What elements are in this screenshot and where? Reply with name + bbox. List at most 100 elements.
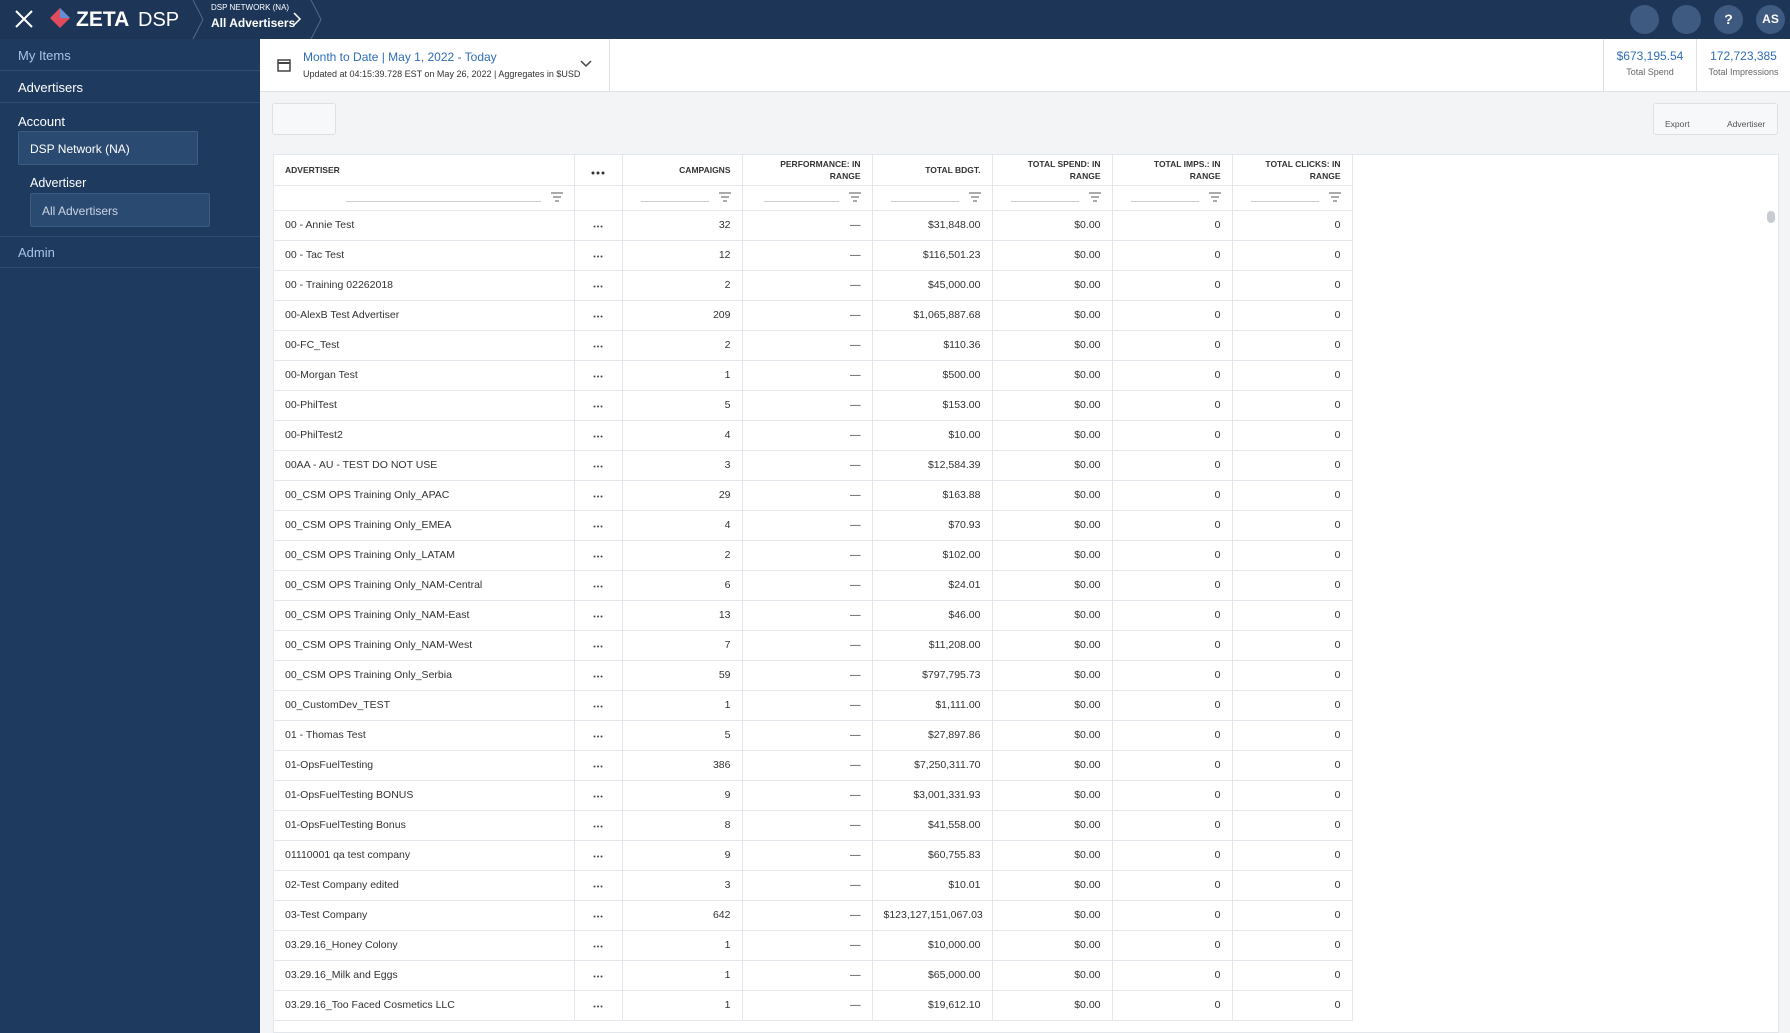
filter-input[interactable] (763, 190, 839, 202)
cell: 0 (1112, 420, 1233, 451)
column-header[interactable]: ADVERTISER (274, 155, 575, 186)
cell[interactable]: 00_CSM OPS Training Only_EMEA (274, 510, 575, 541)
filter-input[interactable] (890, 190, 959, 202)
column-header[interactable]: TOTAL SPEND: IN RANGE (992, 155, 1113, 186)
row-menu[interactable] (574, 690, 623, 721)
cell: $46.00 (872, 600, 993, 631)
scrollbar[interactable] (1767, 211, 1775, 223)
row-menu[interactable] (574, 240, 623, 271)
cell[interactable]: 00-AlexB Test Advertiser (274, 300, 575, 331)
cell[interactable]: 00 - Annie Test (274, 210, 575, 241)
filter-input[interactable] (640, 190, 709, 202)
row-menu[interactable] (574, 660, 623, 691)
row-menu[interactable] (574, 900, 623, 931)
column-header[interactable]: TOTAL IMPS.: IN RANGE (1112, 155, 1233, 186)
row-menu[interactable] (574, 540, 623, 571)
row-menu[interactable] (574, 870, 623, 901)
search[interactable] (1672, 5, 1701, 34)
user-avatar[interactable]: AS (1756, 5, 1785, 34)
row-menu[interactable] (574, 480, 623, 511)
row-menu[interactable] (574, 720, 623, 751)
row-menu[interactable] (574, 450, 623, 481)
product: DSP (138, 9, 180, 31)
row-menu[interactable] (574, 990, 623, 1021)
help[interactable]: ? (1714, 5, 1743, 34)
row-menu[interactable] (574, 330, 623, 361)
cell: 0 (1112, 390, 1233, 421)
nav-item[interactable]: My Items (0, 39, 260, 71)
close-icon[interactable] (14, 9, 34, 29)
cell[interactable]: 00-PhilTest (274, 390, 575, 421)
row-menu[interactable] (574, 930, 623, 961)
breadcrumb[interactable]: All Advertisers (211, 16, 296, 30)
row-menu[interactable] (574, 270, 623, 301)
cell[interactable]: 01-OpsFuelTesting (274, 750, 575, 781)
filter-input[interactable] (1010, 190, 1079, 202)
account-select[interactable]: DSP Network (NA) (18, 131, 198, 165)
cell[interactable]: 00AA - AU - TEST DO NOT USE (274, 450, 575, 481)
cell: 9 (622, 780, 743, 811)
cell[interactable]: 00_CustomDev_TEST (274, 690, 575, 721)
cell[interactable]: 03-Test Company (274, 900, 575, 931)
row-menu[interactable] (574, 780, 623, 811)
row-menu[interactable] (574, 600, 623, 631)
filter-input[interactable] (346, 190, 541, 202)
cell: 0 (1232, 480, 1353, 511)
cell: $123,127,151,067.03 (872, 900, 993, 931)
cell[interactable]: 00_CSM OPS Training Only_Serbia (274, 660, 575, 691)
row-menu[interactable] (574, 210, 623, 241)
cell[interactable]: 03.29.16_Too Faced Cosmetics LLC (274, 990, 575, 1021)
row-menu[interactable] (574, 300, 623, 331)
cell[interactable]: 00-Morgan Test (274, 360, 575, 391)
cell[interactable]: 01110001 qa test company (274, 840, 575, 871)
cell[interactable]: 00_CSM OPS Training Only_NAM-East (274, 600, 575, 631)
cell[interactable]: 00-FC_Test (274, 330, 575, 361)
column-header[interactable]: TOTAL CLICKS: IN RANGE (1232, 155, 1353, 186)
summary-value: 172,723,385 (1710, 49, 1777, 63)
row-menu[interactable] (574, 360, 623, 391)
advertiser-select[interactable]: All Advertisers (30, 193, 210, 227)
cell: 5 (622, 390, 743, 421)
nav-item[interactable]: Advertisers (0, 71, 260, 103)
cell[interactable]: 01-OpsFuelTesting Bonus (274, 810, 575, 841)
cell[interactable]: 03.29.16_Milk and Eggs (274, 960, 575, 991)
cell[interactable]: 00 - Tac Test (274, 240, 575, 271)
date-range[interactable]: Month to Date | May 1, 2022 - Today (303, 50, 497, 64)
cell: $3,001,331.93 (872, 780, 993, 811)
row-menu[interactable] (574, 420, 623, 451)
filter-input[interactable] (1250, 190, 1319, 202)
cell: 0 (1112, 840, 1233, 871)
row-menu[interactable] (574, 840, 623, 871)
column-header[interactable]: CAMPAIGNS (622, 155, 743, 186)
cell[interactable]: 00_CSM OPS Training Only_NAM-Central (274, 570, 575, 601)
column-header[interactable]: TOTAL BDGT. (872, 155, 993, 186)
cell[interactable]: 00_CSM OPS Training Only_NAM-West (274, 630, 575, 661)
row-menu[interactable] (574, 570, 623, 601)
row-menu[interactable] (574, 810, 623, 841)
notifications[interactable] (1630, 5, 1659, 34)
export-button[interactable]: Export (1665, 119, 1690, 129)
cell[interactable]: 03.29.16_Honey Colony (274, 930, 575, 961)
row-menu[interactable] (574, 960, 623, 991)
column-menu[interactable] (574, 155, 623, 186)
dropdown-icon[interactable] (580, 59, 592, 69)
filter-input[interactable] (1130, 190, 1199, 202)
table-row: 00 - Annie Test 32— $31,848.00 $0.00 0 0 (274, 210, 1353, 241)
column-header[interactable]: PERFORMANCE: IN RANGE (742, 155, 873, 186)
cell[interactable]: 01-OpsFuelTesting BONUS (274, 780, 575, 811)
add-advertiser-button[interactable]: Advertiser (1727, 119, 1766, 129)
cell[interactable]: 00 - Training 02262018 (274, 270, 575, 301)
cell[interactable]: 00_CSM OPS Training Only_APAC (274, 480, 575, 511)
row-menu[interactable] (574, 750, 623, 781)
cell[interactable]: 01 - Thomas Test (274, 720, 575, 751)
cell[interactable]: 00-PhilTest2 (274, 420, 575, 451)
cell: — (742, 840, 873, 871)
nav-item[interactable]: Admin (0, 236, 260, 268)
row-menu[interactable] (574, 510, 623, 541)
row-menu[interactable] (574, 390, 623, 421)
cell: 0 (1232, 270, 1353, 301)
cell[interactable]: 02-Test Company edited (274, 870, 575, 901)
row-menu[interactable] (574, 630, 623, 661)
view-toggle[interactable] (272, 103, 336, 135)
cell[interactable]: 00_CSM OPS Training Only_LATAM (274, 540, 575, 571)
